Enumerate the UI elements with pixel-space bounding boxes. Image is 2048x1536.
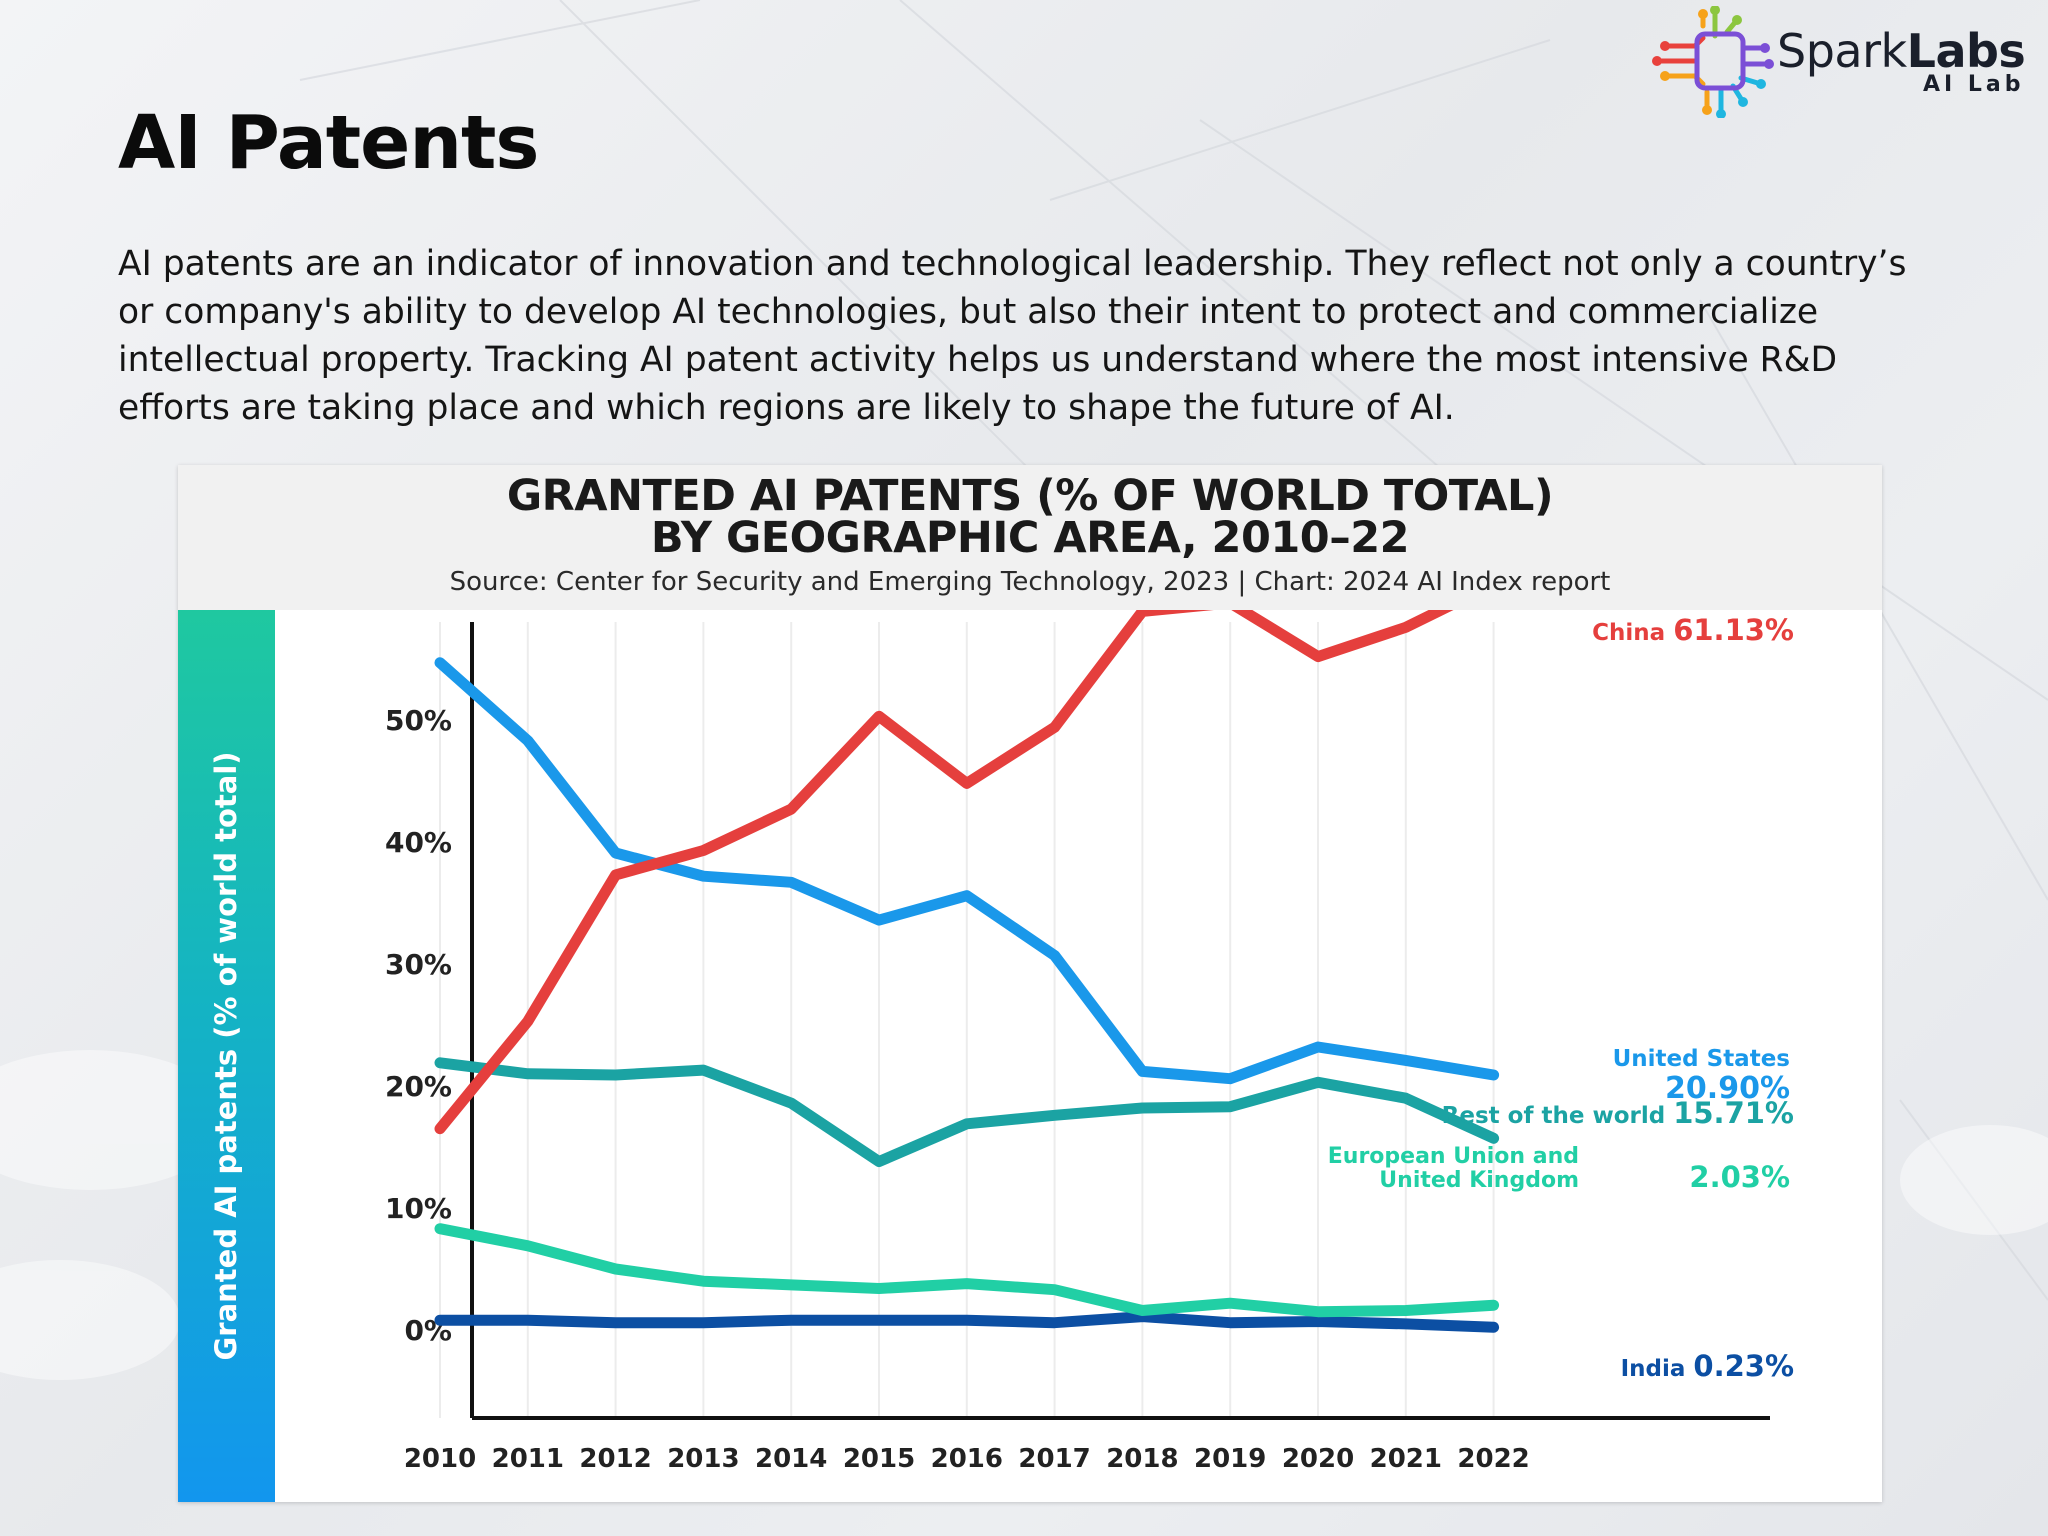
logo-node — [1764, 59, 1774, 69]
logo-node — [1702, 105, 1712, 115]
sparklabs-logo: SparkLabs AI Lab — [1645, 6, 2045, 118]
series-name: India — [1621, 1356, 1694, 1382]
logo-node — [1738, 97, 1748, 107]
x-tick-label: 2014 — [755, 1444, 827, 1474]
logo-core — [1694, 31, 1746, 91]
series-name: Rest of the world — [1442, 1103, 1674, 1129]
series-line-china — [434, 610, 1454, 1135]
chart-source: Source: Center for Security and Emerging… — [449, 567, 1611, 597]
x-tick-label: 2022 — [1457, 1444, 1529, 1474]
series-line-european-union-and-united-kingdom — [434, 1223, 1500, 1318]
circuit-logo-icon — [1652, 6, 1774, 118]
x-tick-label: 2010 — [404, 1444, 476, 1474]
y-tick-label: 30% — [385, 948, 452, 981]
y-tick-label: 10% — [385, 1192, 452, 1225]
x-tick-label: 2021 — [1370, 1444, 1442, 1474]
line-chart-plot: 0%10%20%30%40%50%60%20102011201220132014… — [385, 610, 1794, 1474]
chart-title-line-2: BY GEOGRAPHIC AREA, 2010–22 — [650, 513, 1410, 563]
x-tick-label: 2011 — [492, 1444, 564, 1474]
logo-node — [1652, 56, 1662, 66]
series-line-india — [434, 1311, 1500, 1333]
chart-header: GRANTED AI PATENTS (% OF WORLD TOTAL) BY… — [178, 465, 1882, 610]
logo-name-light: Spark — [1777, 24, 1907, 78]
y-axis-label: Granted AI patents (% of world total) — [209, 751, 243, 1361]
x-tick-label: 2018 — [1106, 1444, 1178, 1474]
y-axis-label-band: Granted AI patents (% of world total) — [178, 610, 275, 1502]
logo-node — [1660, 71, 1670, 81]
logo-node — [1716, 109, 1726, 118]
series-value: 0.23% — [1693, 1349, 1794, 1383]
y-tick-label: 60% — [385, 610, 452, 615]
logo-node — [1756, 79, 1766, 89]
logo-wordmark: SparkLabs — [1777, 24, 2026, 78]
chart-card: GRANTED AI PATENTS (% OF WORLD TOTAL) BY… — [178, 465, 1882, 1502]
logo-node — [1698, 9, 1708, 19]
x-tick-label: 2020 — [1282, 1444, 1354, 1474]
logo-node — [1710, 6, 1720, 15]
logo-name-bold: Labs — [1906, 24, 2026, 78]
series-name: China — [1592, 620, 1673, 646]
series-name-label-line-1: European Union and — [1328, 1144, 1579, 1169]
x-tick-label: 2016 — [931, 1444, 1003, 1474]
series-end-label: India 0.23% — [1621, 1349, 1794, 1383]
x-tick-label: 2012 — [579, 1444, 651, 1474]
chart-title: GRANTED AI PATENTS (% OF WORLD TOTAL) BY… — [178, 471, 1882, 563]
series-line-united-states — [434, 657, 1500, 1085]
series-end-label: Rest of the world 15.71% — [1442, 1096, 1794, 1130]
x-tick-label: 2019 — [1194, 1444, 1266, 1474]
page-title: AI Patents — [118, 100, 539, 186]
series-name-label-line-2: United Kingdom — [1379, 1168, 1579, 1193]
intro-paragraph: AI patents are an indicator of innovatio… — [118, 244, 1907, 428]
logo-node — [1760, 43, 1770, 53]
chart-title-line-1: GRANTED AI PATENTS (% OF WORLD TOTAL) — [506, 471, 1554, 521]
x-tick-label: 2015 — [843, 1444, 915, 1474]
logo-node — [1660, 41, 1670, 51]
series-end-label: China 61.13% — [1592, 613, 1794, 647]
series-value: 15.71% — [1673, 1096, 1794, 1130]
y-tick-label: 40% — [385, 826, 452, 859]
series-name-label: United States — [1613, 1046, 1790, 1072]
series-value-label: 20.90% — [1665, 1071, 1790, 1106]
y-tick-label: 20% — [385, 1070, 452, 1103]
series-line-rest-of-the-world — [434, 1057, 1500, 1168]
series-value-label: 2.03% — [1689, 1160, 1790, 1194]
y-tick-label: 50% — [385, 704, 452, 737]
x-tick-label: 2013 — [667, 1444, 739, 1474]
x-tick-label: 2017 — [1018, 1444, 1090, 1474]
series-value: 61.13% — [1673, 613, 1794, 647]
logo-subtitle: AI Lab — [1923, 72, 2025, 97]
logo-node — [1732, 15, 1742, 25]
